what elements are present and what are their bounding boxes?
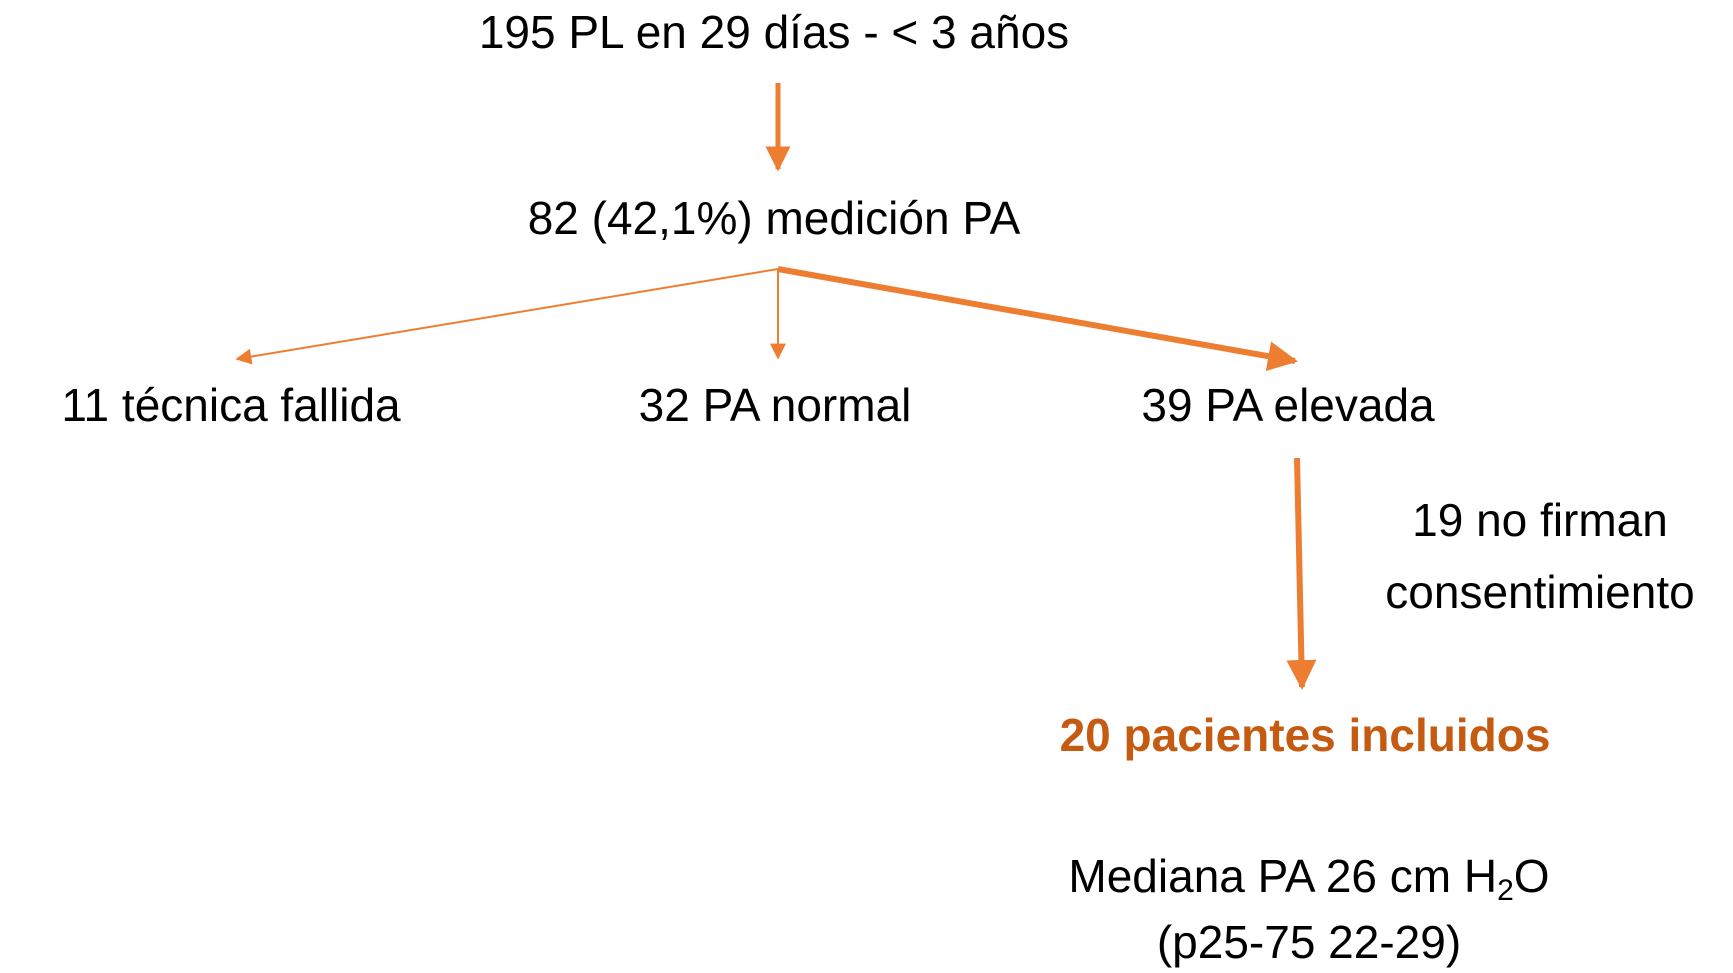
exclusion-line1: 19 no firman — [1412, 494, 1668, 546]
arrow — [1286, 457, 1317, 690]
median-suffix: O — [1514, 850, 1550, 902]
node-start: 195 PL en 29 días - < 3 años — [479, 6, 1069, 58]
median-line: Mediana PA 26 cm H2O — [1068, 850, 1549, 907]
median-range: (p25-75 22-29) — [1157, 916, 1461, 968]
median-prefix: Mediana PA 26 cm H — [1068, 850, 1497, 902]
node-normal: 32 PA normal — [639, 379, 912, 431]
arrow — [777, 266, 1298, 372]
arrow — [235, 268, 779, 365]
node-included: 20 pacientes incluidos — [1060, 709, 1551, 761]
node-failed: 11 técnica fallida — [61, 379, 401, 431]
median-subscript: 2 — [1497, 874, 1514, 907]
exclusion-line2: consentimiento — [1385, 566, 1694, 618]
node-elevated: 39 PA elevada — [1141, 379, 1435, 431]
node-measured: 82 (42,1%) medición PA — [528, 192, 1021, 244]
